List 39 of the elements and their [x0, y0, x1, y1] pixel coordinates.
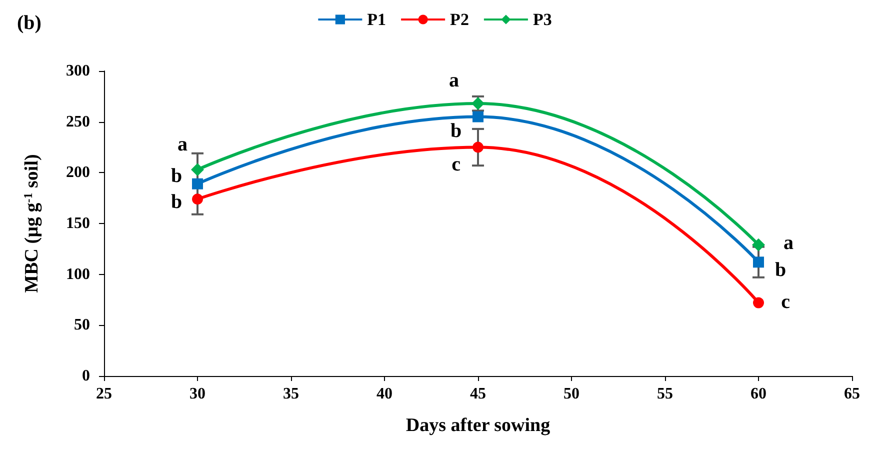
legend-label: P1	[367, 10, 386, 29]
x-tick-label: 35	[283, 386, 299, 402]
x-axis-title: Days after sowing	[406, 415, 551, 436]
y-tick-label: 50	[74, 316, 90, 334]
x-tick-label: 65	[844, 386, 860, 402]
legend-label: P3	[532, 10, 552, 29]
x-tick-label: 30	[190, 386, 206, 402]
x-tick-label: 40	[376, 386, 392, 402]
point	[472, 142, 484, 153]
annotation: b	[170, 164, 182, 187]
y-tick-label: 300	[66, 62, 90, 80]
x-tick-label: 45	[470, 386, 486, 402]
chart-title: (b)	[17, 12, 42, 34]
annotation: a	[449, 70, 459, 92]
annotation: c	[781, 290, 790, 313]
point	[753, 297, 764, 308]
y-tick-label: 200	[66, 164, 90, 182]
annotation: a	[784, 232, 794, 254]
point	[192, 178, 203, 190]
y-axis-title: MBC (µg g-1 soil)	[21, 154, 42, 293]
annotation: b	[450, 120, 462, 142]
annotation: b	[774, 259, 786, 282]
legend-label: P2	[450, 10, 469, 29]
point	[472, 111, 484, 122]
annotation: a	[178, 134, 188, 156]
x-tick-label: 25	[96, 386, 112, 402]
annotation: b	[170, 191, 182, 214]
y-tick-label: 150	[66, 215, 90, 232]
y-tick-label: 0	[82, 368, 90, 384]
x-tick-label: 50	[564, 386, 580, 402]
point	[753, 256, 764, 268]
x-tick-label: 55	[657, 386, 673, 402]
y-tick-label: 100	[66, 266, 90, 283]
point	[191, 163, 204, 176]
point	[752, 238, 765, 252]
annotation: c	[452, 153, 461, 176]
y-tick-label: 250	[66, 113, 90, 130]
point	[192, 194, 203, 205]
x-tick-label: 60	[750, 386, 766, 402]
